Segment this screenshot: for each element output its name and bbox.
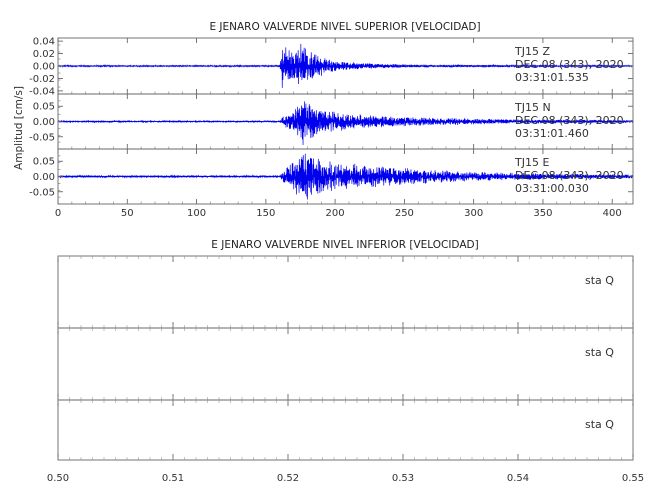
x-tick-label: 100: [187, 208, 206, 219]
station-annotation-n: DEC 08 (343), 2020: [515, 114, 624, 127]
x-tick-label: 0.55: [622, 473, 644, 484]
y-tick-label: -0.05: [29, 132, 55, 143]
y-tick-label: 0.05: [33, 157, 55, 168]
waveform-e: [57, 153, 634, 200]
y-tick-label: 0.00: [33, 172, 55, 183]
station-annotation-n: TJ15 N: [514, 101, 551, 114]
y-tick-label: 0.02: [33, 49, 55, 60]
station-annotation-e: DEC 08 (343), 2020: [515, 169, 624, 182]
station-annotation: sta Q: [585, 274, 614, 287]
x-tick-label: 350: [533, 208, 552, 219]
top-chart-title: E JENARO VALVERDE NIVEL SUPERIOR [VELOCI…: [209, 21, 480, 33]
station-annotation-n: 03:31:01.460: [515, 127, 589, 140]
empty-panel: [57, 327, 634, 401]
y-tick-label: -0.04: [29, 86, 55, 97]
top-y-axis-label: Amplitud [cm/s]: [13, 86, 25, 170]
y-tick-label: -0.05: [29, 187, 55, 198]
bottom-chart-title: E JENARO VALVERDE NIVEL INFERIOR [VELOCI…: [211, 239, 478, 251]
bottom-chart-panels: sta Q sta Q sta Q 0.50 0.51 0.52 0.53 0.54 0.55: [47, 255, 644, 484]
x-tick-label: 300: [464, 208, 483, 219]
x-tick-label: 200: [326, 208, 345, 219]
x-tick-label: 0.50: [47, 473, 69, 484]
x-tick-label: 0.51: [162, 473, 184, 484]
x-tick-label: 0.53: [392, 473, 414, 484]
station-annotation-e: TJ15 E: [514, 156, 549, 169]
station-annotation-z: DEC 08 (343), 2020: [515, 58, 624, 71]
y-tick-label: 0.05: [33, 102, 55, 113]
station-annotation: sta Q: [585, 346, 614, 359]
station-annotation-z: 03:31:01.535: [515, 71, 589, 84]
x-tick-label: 0.54: [507, 473, 529, 484]
panel-frame-e: [57, 148, 634, 205]
y-tick-label: 0.04: [33, 37, 55, 48]
station-annotation-z: TJ15 Z: [514, 45, 550, 58]
x-tick-label: 250: [395, 208, 414, 219]
x-tick-label: 400: [603, 208, 622, 219]
empty-panel: [57, 255, 634, 329]
x-tick-label: 50: [121, 208, 134, 219]
station-annotation-e: 03:31:00.030: [515, 182, 589, 195]
waveform-z: [57, 43, 634, 88]
x-tick-label: 150: [256, 208, 275, 219]
station-annotation: sta Q: [585, 418, 614, 431]
y-tick-label: 0.00: [33, 62, 55, 73]
empty-panel: [57, 399, 634, 461]
x-tick-label: 0: [55, 208, 61, 219]
waveform-n: [57, 101, 634, 145]
y-tick-label: 0.00: [33, 117, 55, 128]
x-tick-label: 0.52: [277, 473, 299, 484]
y-tick-label: -0.02: [29, 74, 55, 85]
